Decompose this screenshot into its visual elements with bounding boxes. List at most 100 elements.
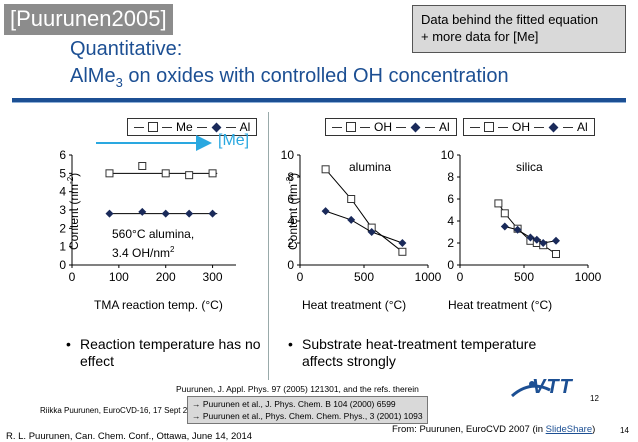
chart-2-ylabel: Content (nm-2) (285, 172, 300, 250)
vtt-logo: VTT (510, 374, 573, 407)
x-tick-label: 0 (457, 270, 464, 284)
open-square-marker-icon (346, 122, 356, 132)
vtt-swoosh-icon (511, 381, 551, 398)
author-line: Riikka Puurunen, EuroCVD-16, 17 Sept 200… (40, 406, 201, 415)
data-point-al (347, 215, 356, 224)
footer-left: R. L. Puurunen, Can. Chem. Conf., Ottawa… (6, 431, 253, 442)
y-tick-label: 2 (59, 221, 66, 235)
y-tick-label: 4 (447, 214, 454, 228)
data-point-oh (398, 247, 407, 256)
main-reference: Puurunen, J. Appl. Phys. 97 (2005) 12130… (176, 384, 419, 394)
page-number: 14 (620, 426, 629, 435)
me-annotation: [Me] (218, 132, 250, 149)
title-line-1: Quantitative: (70, 38, 183, 60)
title-line-2: AlMe3 on oxides with controlled OH conce… (70, 63, 509, 96)
legend-al-label: Al (439, 120, 450, 134)
data-point-oh (321, 165, 330, 174)
data-point-al (208, 209, 217, 218)
legend-chart-3: OH Al (463, 118, 595, 136)
bullet-2-text: Substrate heat-treatment temperature aff… (302, 336, 537, 369)
y-tick-label: 4 (59, 185, 66, 199)
chart-3-panel-label: silica (516, 160, 543, 174)
y-tick-label: 3 (59, 203, 66, 217)
panel-divider (268, 112, 269, 380)
chart-3-xlabel: Heat treatment (°C) (448, 298, 553, 312)
bullet-1: • Reaction temperature has no effect (66, 336, 266, 370)
y-tick-label: 6 (447, 192, 454, 206)
legend-oh-label: OH (512, 120, 530, 134)
data-point-me (138, 162, 147, 170)
bullet-2: • Substrate heat-treatment temperature a… (288, 336, 578, 370)
footer-from: From: Puurunen, EuroCVD 2007 (in (392, 424, 546, 435)
y-tick-label: 6 (287, 192, 294, 206)
vtt-logo-text: VTT (532, 376, 573, 398)
chart-alumina: 0 2 4 6 8 10 0 500 1000 (281, 148, 442, 284)
title-rule (12, 98, 626, 102)
data-point-al (138, 207, 147, 216)
data-point-me (185, 171, 194, 180)
x-tick-label: 1000 (575, 270, 602, 284)
y-tick-label: 0 (447, 258, 454, 272)
chart-2-panel-label: alumina (349, 160, 392, 174)
legend-chart-2: OH Al (325, 118, 457, 136)
legend-al-label: Al (577, 120, 588, 134)
data-point-al (105, 209, 114, 218)
slideshare-link[interactable]: SlideShare (545, 424, 593, 435)
chart-silica: 0 2 4 6 8 10 0 500 1000 (441, 148, 602, 284)
data-point-me (208, 169, 217, 178)
series-line-al (325, 210, 403, 244)
title-rule-thin (12, 102, 626, 103)
data-point-oh (552, 250, 560, 258)
x-tick-label: 300 (203, 270, 223, 284)
legend-al-label: Al (239, 120, 251, 134)
chart-2-xlabel: Heat treatment (°C) (302, 298, 407, 312)
y-tick-label: 5 (59, 166, 66, 180)
data-point-al (161, 209, 170, 218)
chart-reaction-temp: 0 1 2 3 4 5 6 0 100 200 300 (59, 148, 236, 284)
x-tick-label: 0 (297, 270, 304, 284)
chart-1-xlabel: TMA reaction temp. (°C) (94, 298, 223, 312)
y-tick-label: 1 (59, 240, 66, 254)
slide-number: 12 (590, 394, 599, 403)
legend-me-label: Me (176, 120, 193, 134)
y-tick-label: 6 (59, 148, 66, 162)
open-square-marker-icon (484, 122, 494, 132)
x-tick-label: 500 (514, 270, 534, 284)
x-tick-label: 1000 (415, 270, 442, 284)
title-line-2-post: on oxides with controlled OH concentrati… (122, 65, 509, 87)
y-tick-label: 8 (287, 170, 294, 184)
data-point-al (539, 239, 548, 247)
note-line-1: Data behind the fitted equation (421, 12, 599, 27)
data-point-al (321, 207, 330, 216)
y-tick-label: 10 (281, 148, 295, 162)
citation-tag: [Puurunen2005] (4, 4, 173, 35)
data-point-me (161, 169, 170, 178)
note-box: Data behind the fitted equation + more d… (412, 5, 626, 53)
title-line-2-sub: 3 (115, 75, 123, 90)
y-tick-label: 2 (287, 236, 294, 250)
data-point-al (185, 209, 194, 218)
data-point-al (367, 228, 376, 236)
data-point-al (513, 225, 522, 234)
data-point-al (526, 233, 535, 242)
y-tick-label: 8 (447, 170, 454, 184)
y-tick-label: 0 (287, 258, 294, 272)
note-line-2: + more data for [Me] (421, 29, 539, 44)
legend-chart-1: Me Al (127, 118, 258, 136)
y-tick-label: 2 (447, 236, 454, 250)
data-point-oh (500, 209, 509, 218)
data-point-al (500, 222, 509, 231)
x-tick-label: 100 (109, 270, 129, 284)
bullet-1-text: Reaction temperature has no effect (80, 336, 261, 369)
data-point-oh (494, 199, 503, 208)
chart-1-ylabel: Content (nm-2) (66, 172, 81, 250)
y-tick-label: 0 (59, 258, 66, 272)
data-point-al (398, 239, 407, 247)
reference-2: → Puurunen et al., Phys. Chem. Chem. Phy… (192, 411, 423, 421)
chart-1-annotation: 560°C alumina, 3.4 OH/nm2 (112, 227, 195, 260)
legend-oh-label: OH (374, 120, 392, 134)
x-tick-label: 0 (69, 270, 76, 284)
data-point-me (105, 169, 114, 178)
x-tick-label: 200 (156, 270, 176, 284)
slide-title: Quantitative: AlMe3 on oxides with contr… (70, 36, 509, 96)
